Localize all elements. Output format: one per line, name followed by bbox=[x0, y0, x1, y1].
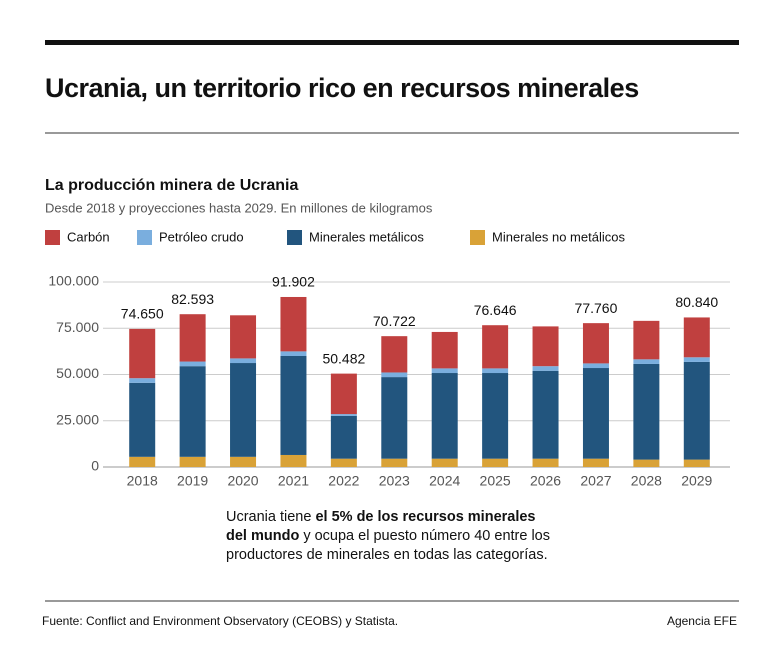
x-tick-label: 2018 bbox=[127, 473, 158, 489]
y-tick-label: 25.000 bbox=[56, 411, 99, 427]
note-text: y ocupa el puesto número 40 entre los pr… bbox=[226, 528, 550, 563]
y-tick-label: 0 bbox=[91, 458, 99, 474]
bar-segment bbox=[683, 357, 710, 362]
note: Ucrania tiene el 5% de los recursos mine… bbox=[226, 508, 556, 565]
bar-segment bbox=[582, 363, 609, 369]
bar-segment bbox=[129, 328, 156, 379]
bar-segment bbox=[330, 414, 357, 416]
bar-segment bbox=[633, 459, 660, 467]
legend-label: Petróleo crudo bbox=[159, 229, 244, 244]
y-tick-label: 50.000 bbox=[56, 365, 99, 381]
legend-label: Minerales no metálicos bbox=[492, 229, 625, 244]
legend-swatch bbox=[470, 230, 485, 245]
bar-segment bbox=[482, 373, 509, 459]
y-tick-label: 75.000 bbox=[56, 319, 99, 335]
bar-segment bbox=[633, 359, 660, 364]
bar-segment bbox=[280, 454, 307, 467]
bar-segment bbox=[683, 317, 710, 358]
bar-segment bbox=[179, 366, 206, 457]
bar-segment bbox=[482, 325, 509, 369]
bar-segment bbox=[230, 358, 257, 364]
bar-segment bbox=[280, 351, 307, 356]
total-label: 80.840 bbox=[675, 294, 718, 310]
bar-segment bbox=[330, 415, 357, 459]
bar-segment bbox=[532, 370, 559, 459]
x-tick-label: 2022 bbox=[328, 473, 359, 489]
chart-subtitle: Desde 2018 y proyecciones hasta 2029. En… bbox=[45, 200, 433, 215]
chart-title: La producción minera de Ucrania bbox=[45, 177, 299, 194]
bar-segment bbox=[431, 458, 458, 467]
x-tick-label: 2023 bbox=[379, 473, 410, 489]
bar-segment bbox=[179, 456, 206, 467]
note-bold: el 5% de los recursos minerales del mund… bbox=[226, 509, 536, 544]
bar-segment bbox=[582, 458, 609, 467]
bar-segment bbox=[129, 382, 156, 457]
bar-segment bbox=[230, 456, 257, 467]
bar-segment bbox=[330, 458, 357, 467]
x-tick-label: 2029 bbox=[681, 473, 712, 489]
bar-segment bbox=[179, 314, 206, 362]
bar-segment bbox=[381, 377, 408, 459]
legend-swatch bbox=[45, 230, 60, 245]
x-tick-label: 2024 bbox=[429, 473, 460, 489]
bar-segment bbox=[381, 372, 408, 378]
bar-segment bbox=[431, 373, 458, 459]
bar-segment bbox=[129, 378, 156, 383]
bar-segment bbox=[179, 361, 206, 367]
bar-segment bbox=[129, 456, 156, 467]
bar-segment bbox=[230, 315, 257, 359]
x-tick-label: 2026 bbox=[530, 473, 561, 489]
bar-segment bbox=[431, 331, 458, 369]
bar-segment bbox=[683, 361, 710, 460]
bar-segment bbox=[330, 373, 357, 415]
credit: Agencia EFE bbox=[667, 614, 737, 628]
note-text: Ucrania tiene bbox=[226, 509, 316, 525]
top-rule bbox=[45, 40, 739, 45]
bar-segment bbox=[230, 363, 257, 457]
x-tick-label: 2028 bbox=[631, 473, 662, 489]
bar-segment bbox=[633, 320, 660, 360]
bar-segment bbox=[582, 323, 609, 364]
bar-segment bbox=[532, 458, 559, 467]
bar-segment bbox=[532, 366, 559, 371]
total-label: 82.593 bbox=[171, 291, 214, 307]
x-tick-label: 2020 bbox=[227, 473, 258, 489]
legend-swatch bbox=[287, 230, 302, 245]
x-tick-label: 2027 bbox=[580, 473, 611, 489]
y-tick-label: 100.000 bbox=[48, 273, 99, 289]
total-label: 70.722 bbox=[373, 313, 416, 329]
bar-segment bbox=[683, 459, 710, 467]
bar-segment bbox=[482, 458, 509, 467]
bar-segment bbox=[280, 356, 307, 455]
bar-segment bbox=[582, 368, 609, 459]
x-tick-label: 2025 bbox=[480, 473, 511, 489]
total-label: 91.902 bbox=[272, 274, 315, 290]
page-title: Ucrania, un territorio rico en recursos … bbox=[45, 73, 639, 103]
source: Fuente: Conflict and Environment Observa… bbox=[42, 614, 398, 628]
total-label: 74.650 bbox=[121, 306, 164, 322]
bar-segment bbox=[381, 458, 408, 467]
total-label: 76.646 bbox=[474, 302, 517, 318]
bar-segment bbox=[280, 296, 307, 352]
legend-swatch bbox=[137, 230, 152, 245]
legend-label: Minerales metálicos bbox=[309, 229, 424, 244]
total-label: 77.760 bbox=[575, 300, 618, 316]
total-label: 50.482 bbox=[322, 350, 365, 366]
bar-segment bbox=[431, 368, 458, 374]
bar-segment bbox=[633, 363, 660, 460]
x-tick-label: 2021 bbox=[278, 473, 309, 489]
bar-segment bbox=[532, 326, 559, 367]
legend-label: Carbón bbox=[67, 229, 110, 244]
bar-segment bbox=[482, 368, 509, 374]
x-tick-label: 2019 bbox=[177, 473, 208, 489]
bar-segment bbox=[381, 336, 408, 373]
